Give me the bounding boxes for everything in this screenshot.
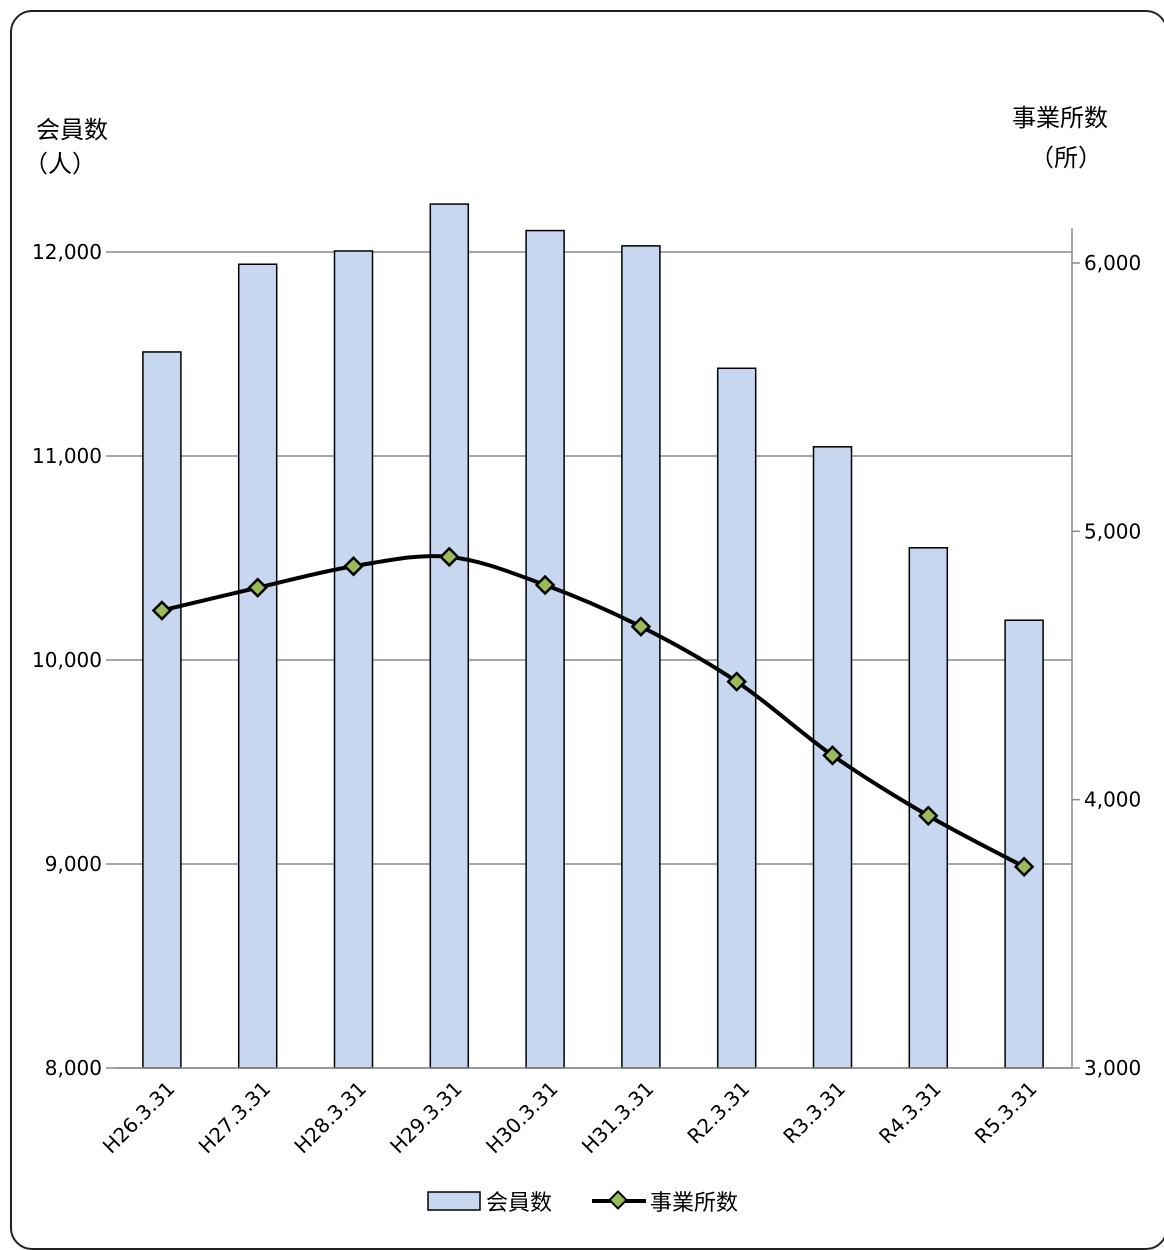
right-tick-label: 5,000 [1084, 519, 1141, 543]
line-marker [630, 616, 652, 637]
line-marker [1013, 856, 1035, 878]
x-tick-label: H28.3.31 [289, 1077, 371, 1159]
bar [1004, 619, 1044, 1069]
line-marker [247, 577, 268, 598]
bar [621, 245, 661, 1069]
x-tick-label: H27.3.31 [194, 1077, 276, 1159]
line-marker [918, 805, 939, 827]
x-tick-label: R4.3.31 [874, 1077, 946, 1149]
x-tick-label: H30.3.31 [481, 1077, 563, 1159]
right-tick-label: 6,000 [1084, 251, 1141, 275]
legend-bar-label: 会員数 [486, 1191, 552, 1216]
right-axis-unit: （所） [1030, 144, 1102, 172]
line-marker [439, 546, 460, 568]
left-tick-label: 9,000 [45, 852, 102, 876]
bar [716, 367, 757, 1069]
line-marker [822, 745, 843, 766]
x-tick-label: R2.3.31 [682, 1077, 754, 1149]
line-marker [343, 555, 364, 577]
left-tick-label: 8,000 [45, 1056, 102, 1080]
x-tick-label: R3.3.31 [778, 1077, 850, 1149]
bar [525, 229, 565, 1069]
line-marker [534, 574, 556, 596]
right-tick-label: 3,000 [1084, 1056, 1141, 1080]
legend-line-marker [608, 1190, 628, 1210]
bar [333, 250, 374, 1069]
x-tick-label: H29.3.31 [385, 1077, 467, 1159]
left-tick-label: 11,000 [32, 444, 102, 468]
left-tick-label: 12,000 [32, 240, 102, 264]
legend: 会員数 事業所数 [427, 1190, 738, 1216]
left-tick-label: 10,000 [32, 648, 102, 672]
line-marker [151, 600, 173, 621]
left-axis-title: 会員数 [36, 116, 108, 144]
legend-bar-swatch [427, 1191, 481, 1211]
left-axis-unit: （人） [24, 150, 96, 178]
right-axis-title: 事業所数 [1012, 104, 1108, 132]
line-series [161, 554, 1026, 869]
bar [237, 263, 278, 1069]
x-tick-label: H31.3.31 [577, 1077, 659, 1159]
bar [429, 203, 470, 1069]
line-marker [726, 671, 747, 692]
right-tick-label: 4,000 [1084, 788, 1141, 812]
bar [142, 351, 182, 1069]
legend-line-label: 事業所数 [650, 1191, 738, 1216]
x-tick-label: R5.3.31 [970, 1077, 1042, 1149]
x-tick-label: H26.3.31 [98, 1077, 180, 1159]
